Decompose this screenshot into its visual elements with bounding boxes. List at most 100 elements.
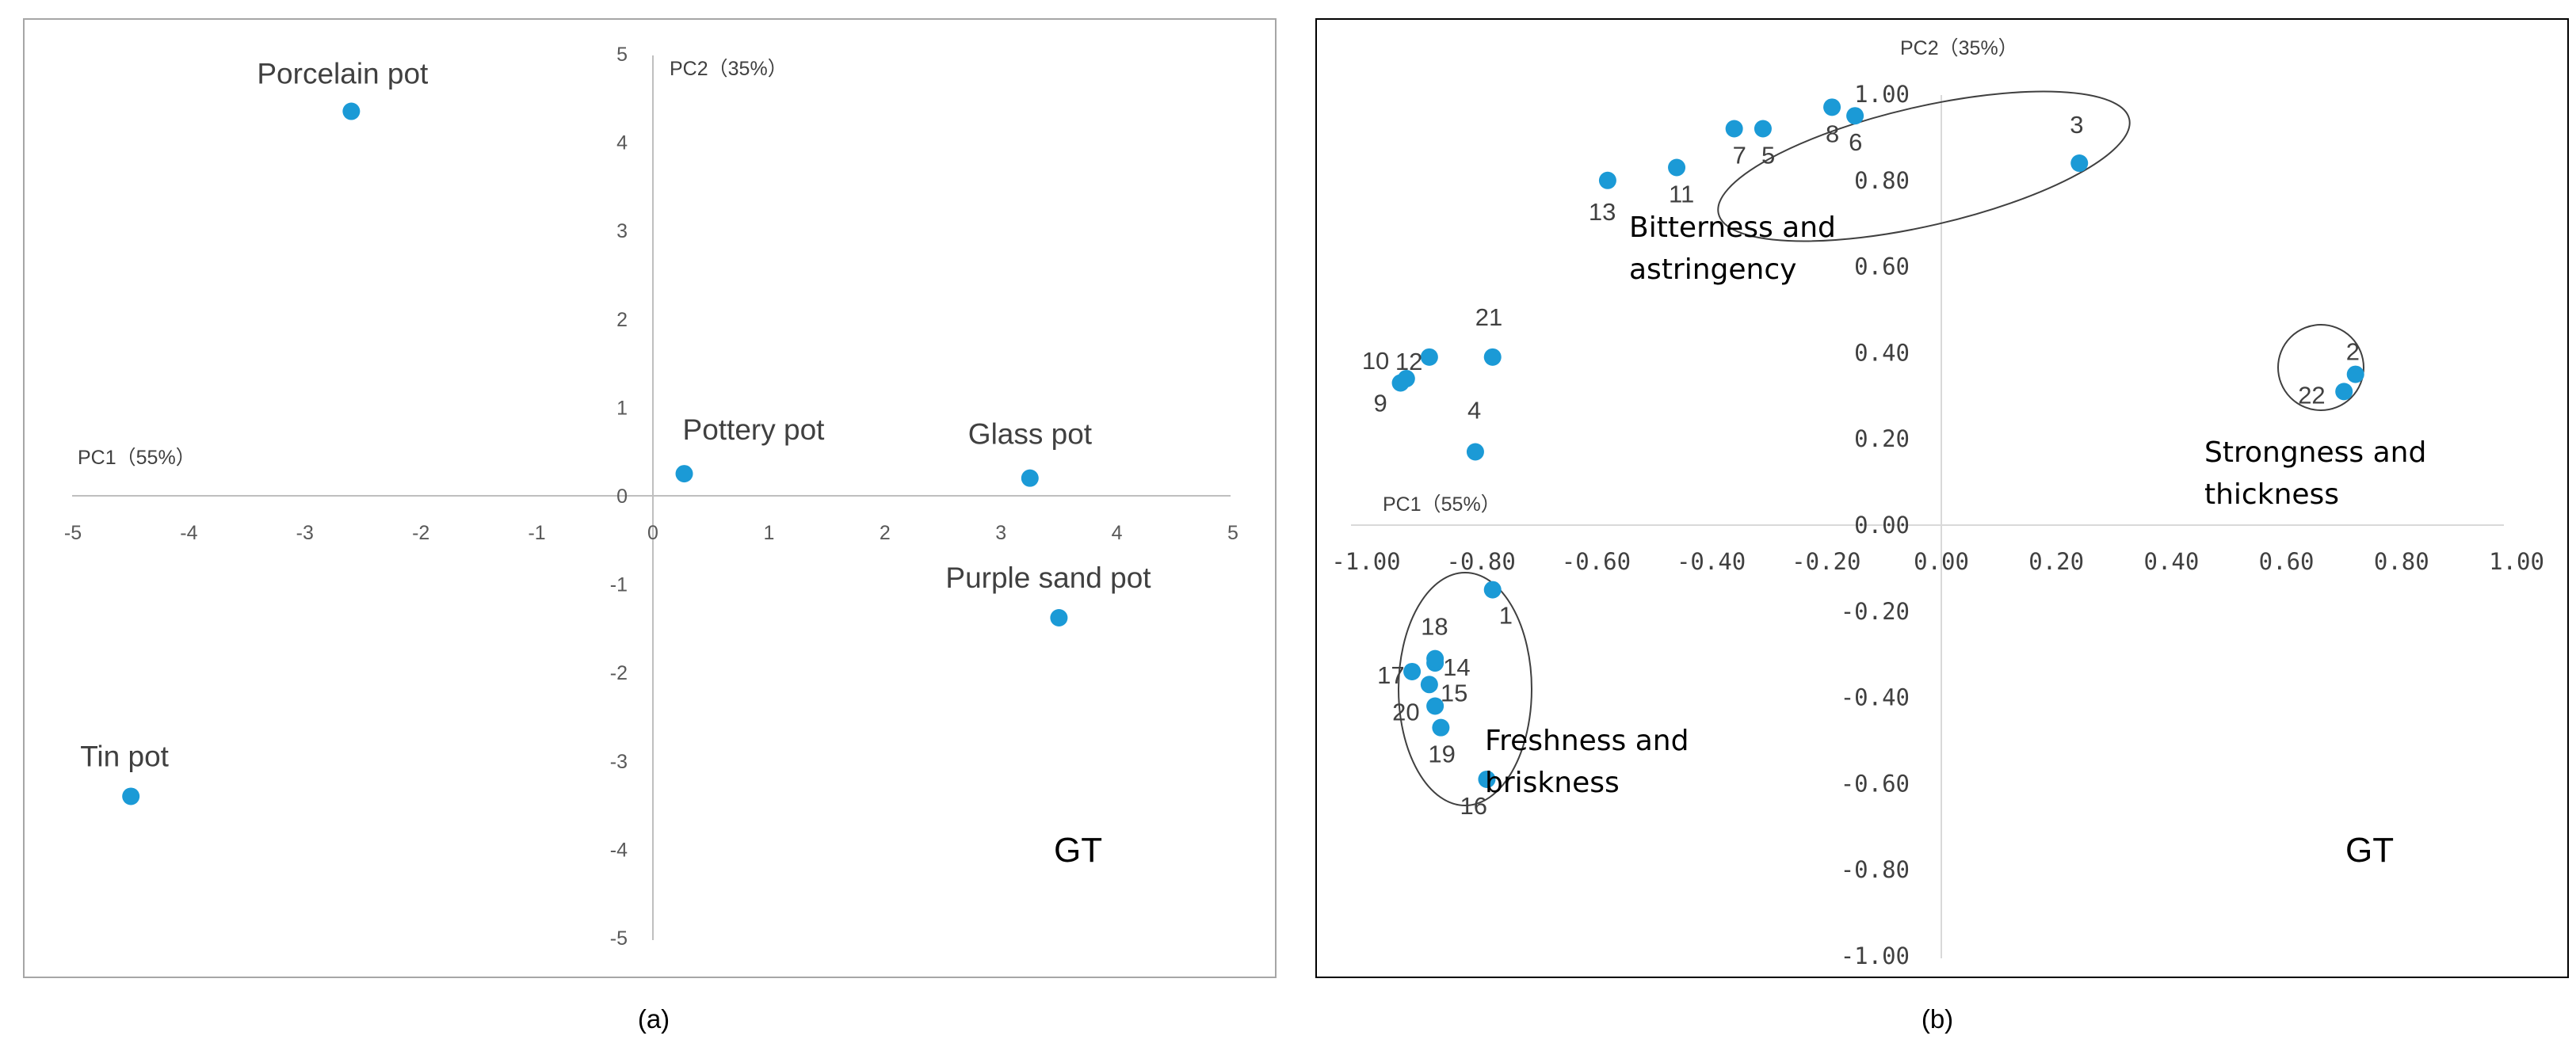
panel-a-y-tick: 0 <box>616 486 628 508</box>
group-ellipse-bitterness <box>1717 90 2131 242</box>
panel-b-x-tick: 0.40 <box>2143 548 2199 575</box>
panel-b-point-label: 19 <box>1428 741 1455 768</box>
panel-a-point-label: Pottery pot <box>683 413 826 446</box>
panel-b-point-label: 20 <box>1392 698 1419 725</box>
group-label-bitterness-line2: astringency <box>1629 253 1796 286</box>
panel-b-point-label: 9 <box>1374 389 1387 417</box>
panel-b-point <box>1426 649 1444 668</box>
panel-b-y-tick: 0.00 <box>1854 512 1910 539</box>
panel-b-point-label: 6 <box>1849 128 1862 156</box>
panel-b-y-tick-labels: 1.00 0.80 0.60 0.40 0.20 0.00 -0.20 -0.40 -0.60 -… <box>1841 81 1910 969</box>
panel-a-x-tick: 5 <box>1227 522 1238 544</box>
panel-a-y-tick: 4 <box>616 132 628 154</box>
panel-b-y-tick: -0.40 <box>1841 684 1910 711</box>
panel-a-x-tick: 1 <box>763 522 774 544</box>
group-label-bitterness-line1: Bitterness and <box>1629 211 1836 244</box>
panel-b-y-tick: 0.20 <box>1854 425 1910 452</box>
group-ellipse-strongness <box>2277 324 2364 411</box>
panel-b-point-label: 2 <box>2346 338 2360 366</box>
panel-a-y-tick: 1 <box>616 397 628 419</box>
panel-b-point <box>1846 107 1864 125</box>
panel-a-x-tick: 2 <box>880 522 891 544</box>
panel-b-point-label: 14 <box>1443 653 1470 681</box>
panel-a-point-label: Tin pot <box>80 740 169 772</box>
panel-a-x-tick: 0 <box>647 522 658 544</box>
panel-b-point <box>1420 348 1438 366</box>
panel-a-point <box>675 465 693 483</box>
panel-a-x-tick: -2 <box>412 522 429 544</box>
panel-b-point <box>1598 171 1616 189</box>
panel-b-point <box>1478 770 1496 788</box>
panel-b-x-tick: 0.80 <box>2374 548 2429 575</box>
panel-a-chart: -5 -4 -3 -2 -1 0 1 2 3 4 5 5 4 3 2 1 0 -1 -2 -3 -4 -5 PC1（55… <box>23 18 1277 978</box>
panel-a-point-label: Porcelain pot <box>257 58 429 90</box>
group-label-strongness-line2: thickness <box>2204 478 2339 511</box>
panel-b-point <box>1397 370 1415 388</box>
panel-a-y-axis-label: PC2（35%） <box>670 58 788 80</box>
panel-b-x-tick: 0.00 <box>1914 548 1969 575</box>
panel-a-y-tick: -5 <box>610 927 628 950</box>
panel-b-point <box>1426 697 1444 715</box>
panel-b-x-axis-label: PC1（55%） <box>1383 493 1501 516</box>
group-label-freshness-line2: briskness <box>1485 767 1620 799</box>
panel-b-point-label: 12 <box>1395 348 1422 375</box>
panel-a-y-tick: -4 <box>610 839 628 861</box>
panel-a-x-tick: -5 <box>64 522 82 544</box>
panel-a-point-labels: Porcelain pot Pottery pot Glass pot Purple … <box>80 58 1151 773</box>
panel-a-x-tick-labels: -5 -4 -3 -2 -1 0 1 2 3 4 5 <box>64 522 1238 544</box>
panel-a-point <box>122 787 140 805</box>
group-label-strongness-line1: Strongness and <box>2204 436 2426 469</box>
panel-a-x-axis-label: PC1（55%） <box>78 447 196 469</box>
panel-b-point <box>1725 120 1743 138</box>
panel-b-point <box>1823 98 1841 116</box>
panel-b-point <box>1466 443 1484 461</box>
panel-b-point-label: 4 <box>1467 397 1481 425</box>
panel-a-x-tick: -1 <box>528 522 545 544</box>
panel-b-annotation: GT <box>2345 831 2394 870</box>
panel-b-point-label: 11 <box>1669 180 1694 208</box>
group-label-freshness-line1: Freshness and <box>1485 725 1689 757</box>
panel-b-x-tick: 0.60 <box>2259 548 2315 575</box>
panel-b-x-tick: -1.00 <box>1331 548 1400 575</box>
panel-a-y-tick: 3 <box>616 220 628 242</box>
panel-b-x-tick: -0.60 <box>1562 548 1631 575</box>
panel-b-point <box>2070 154 2089 173</box>
panel-b-point <box>1432 718 1450 737</box>
panel-a-point-label: Glass pot <box>968 418 1093 451</box>
panel-b-x-tick: -0.40 <box>1677 548 1746 575</box>
panel-b-point-label: 8 <box>1826 120 1839 147</box>
panel-b-y-tick: 0.60 <box>1854 253 1910 280</box>
panel-b-x-tick: 1.00 <box>2489 548 2544 575</box>
panel-b-x-tick: -0.20 <box>1792 548 1860 575</box>
panel-b-points <box>1391 98 2364 788</box>
panel-b-y-tick: 0.80 <box>1854 167 1910 194</box>
panel-b-point <box>2335 383 2353 401</box>
panel-b-x-tick: -0.80 <box>1447 548 1516 575</box>
panel-a-y-tick: -2 <box>610 662 628 684</box>
panel-b-point <box>1483 581 1502 599</box>
panel-b-y-tick: -0.80 <box>1841 856 1910 883</box>
panel-b-point <box>1483 348 1502 366</box>
panel-b-point-label: 13 <box>1589 198 1616 226</box>
panel-a-x-tick: -3 <box>296 522 314 544</box>
panel-b-y-tick: -0.20 <box>1841 598 1910 625</box>
panel-b-y-tick: 0.40 <box>1854 339 1910 366</box>
panel-a-x-tick: -4 <box>180 522 197 544</box>
panel-b-point-label: 21 <box>1475 303 1502 331</box>
panel-b-point-label: 22 <box>2298 381 2325 409</box>
panel-b-y-tick: -0.60 <box>1841 770 1910 797</box>
panel-b-y-tick: 1.00 <box>1854 81 1910 108</box>
panel-a-y-tick: -3 <box>610 751 628 773</box>
panel-a-point <box>342 102 361 120</box>
panel-b-point-label: 18 <box>1421 613 1448 641</box>
panel-b-point-label: 10 <box>1362 347 1389 375</box>
panel-b-point <box>2346 365 2364 383</box>
panel-b-point <box>1668 158 1686 177</box>
panel-a-frame <box>23 18 1277 978</box>
panel-a-y-tick-labels: 5 4 3 2 1 0 -1 -2 -3 -4 -5 <box>610 44 628 950</box>
panel-b-point-label: 16 <box>1460 792 1486 820</box>
panel-a-y-tick: -1 <box>610 574 628 596</box>
panel-b-point-label: 3 <box>2070 111 2083 139</box>
